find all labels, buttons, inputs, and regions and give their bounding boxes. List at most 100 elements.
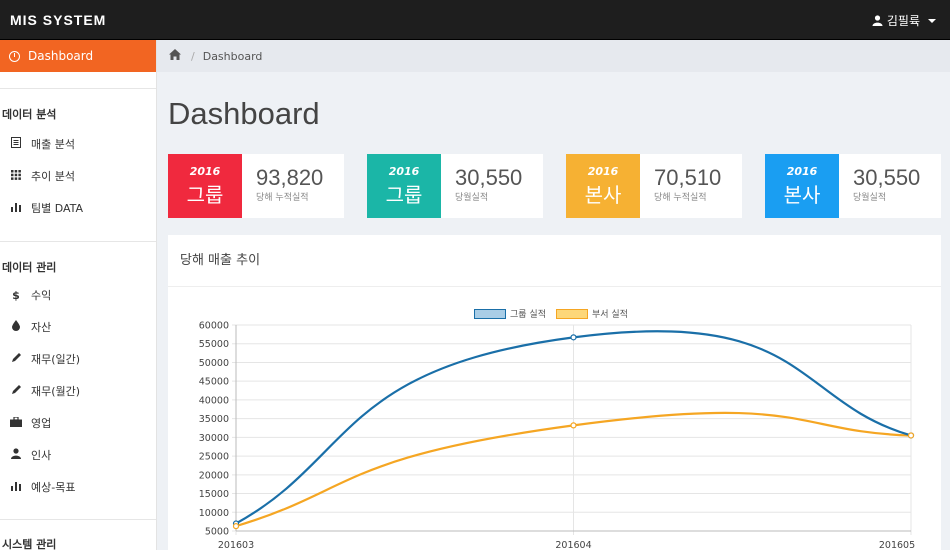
- stat-card: 2016 그룹 93,820 당해 누적실적: [168, 154, 344, 218]
- y-tick-label: 15000: [199, 489, 229, 500]
- chevron-down-icon: [928, 18, 936, 23]
- y-tick-label: 55000: [199, 339, 229, 350]
- stat-card-label: 당월실적: [455, 193, 489, 203]
- data-point: [570, 422, 577, 429]
- stat-card-badge: 2016 그룹: [367, 154, 441, 218]
- sidebar-item-label: 자산: [31, 321, 52, 334]
- sidebar-item-label: Dashboard: [28, 49, 94, 63]
- sidebar-item-assets[interactable]: 자산: [0, 311, 156, 343]
- sidebar-item-hr[interactable]: 인사: [0, 439, 156, 471]
- sidebar-item-label: 매출 분석: [31, 138, 75, 151]
- section-title-system: 시스템 관리: [2, 538, 57, 550]
- stat-card-label: 당해 누적실적: [654, 193, 707, 203]
- stat-card-name: 그룹: [385, 182, 423, 207]
- y-tick-label: 10000: [199, 508, 229, 519]
- stat-card-year: 2016: [189, 164, 221, 178]
- sidebar-item-trend-analysis[interactable]: 추이 분석: [0, 160, 156, 192]
- sidebar-item-revenue[interactable]: $ 수익: [0, 279, 156, 311]
- stat-card-value: 70,510: [654, 165, 722, 190]
- stat-card: 2016 본사 30,550 당월실적: [765, 154, 941, 218]
- data-point: [907, 432, 915, 439]
- breadcrumb-separator: /: [191, 49, 195, 63]
- sidebar-item-forecast-target[interactable]: 예상-목표: [0, 471, 156, 503]
- dollar-icon: $: [12, 288, 20, 302]
- stat-card-year: 2016: [587, 164, 619, 178]
- x-tick-label: 201604: [555, 540, 591, 550]
- home-icon[interactable]: [169, 49, 181, 63]
- drop-icon: [10, 320, 22, 334]
- sidebar-item-label: 수익: [31, 289, 52, 302]
- pencil-icon: [10, 384, 22, 398]
- stat-card-name: 그룹: [186, 182, 224, 207]
- stat-card-badge: 2016 그룹: [168, 154, 242, 218]
- sidebar-item-dashboard[interactable]: Dashboard: [0, 40, 156, 72]
- y-tick-label: 5000: [205, 527, 229, 538]
- sidebar-item-sales-analysis[interactable]: 매출 분석: [0, 128, 156, 160]
- sidebar: Dashboard 데이터 분석 매출 분석 추이 분석 팀별 DATA 데이터…: [0, 40, 157, 550]
- stat-card-value: 30,550: [455, 165, 523, 190]
- bar-chart-icon: [10, 481, 22, 494]
- stat-card-year: 2016: [388, 164, 420, 178]
- top-navbar: MIS SYSTEM 김필륙: [0, 0, 950, 40]
- sidebar-item-team-data[interactable]: 팀별 DATA: [0, 192, 156, 224]
- y-tick-label: 20000: [199, 470, 229, 481]
- stat-card-label: 당월실적: [853, 193, 887, 203]
- divider: [0, 88, 156, 89]
- brand-logo[interactable]: MIS SYSTEM: [10, 12, 107, 28]
- stat-card: 2016 그룹 30,550 당월실적: [367, 154, 543, 218]
- divider: [0, 241, 156, 242]
- legend-item[interactable]: 그룹 실적: [474, 307, 546, 320]
- stat-card-value: 93,820: [256, 165, 324, 190]
- stat-card-badge: 2016 본사: [566, 154, 640, 218]
- y-tick-label: 60000: [199, 321, 229, 332]
- pencil-icon: [10, 352, 22, 366]
- sidebar-item-label: 재무(일간): [31, 353, 81, 366]
- legend-label: 부서 실적: [591, 310, 628, 320]
- stat-card-year: 2016: [786, 164, 818, 178]
- chart-panel: 당해 매출 추이 그룹 실적 부서 실적 60000 55000 50000 4500…: [168, 235, 941, 550]
- sidebar-item-finance-daily[interactable]: 재무(일간): [0, 343, 156, 375]
- legend-swatch: [555, 308, 588, 319]
- sidebar-item-label: 추이 분석: [31, 170, 75, 183]
- sidebar-item-label: 예상-목표: [31, 481, 76, 494]
- stat-card-name: 본사: [584, 182, 622, 207]
- user-icon: [10, 448, 22, 462]
- user-menu[interactable]: 김필륙: [872, 12, 936, 29]
- sidebar-item-label: 영업: [31, 417, 52, 430]
- document-icon: [10, 137, 22, 151]
- section-title-management: 데이터 관리: [2, 261, 57, 274]
- y-tick-label: 35000: [199, 414, 229, 425]
- stat-card-badge: 2016 본사: [765, 154, 839, 218]
- chart-panel-title: 당해 매출 추이: [168, 235, 941, 287]
- legend-swatch: [474, 308, 506, 319]
- breadcrumb-current: Dashboard: [202, 49, 263, 63]
- sidebar-item-finance-monthly[interactable]: 재무(월간): [0, 375, 156, 407]
- y-tick-label: 45000: [199, 377, 229, 388]
- sidebar-item-label: 팀별 DATA: [31, 202, 84, 215]
- stat-card-value: 30,550: [853, 165, 921, 190]
- section-title-analysis: 데이터 분석: [2, 108, 57, 121]
- sidebar-item-label: 인사: [31, 449, 52, 462]
- grid-icon: [10, 169, 22, 183]
- data-point: [570, 334, 577, 341]
- y-tick-label: 40000: [199, 395, 229, 406]
- bar-chart-icon: [10, 202, 22, 215]
- y-tick-label: 25000: [199, 452, 229, 463]
- legend-item[interactable]: 부서 실적: [555, 307, 628, 320]
- breadcrumb: / Dashboard: [157, 40, 950, 72]
- chart-legend: 그룹 실적 부서 실적: [474, 307, 628, 320]
- y-tick-label: 50000: [199, 358, 229, 369]
- x-tick-label: 201605: [879, 540, 915, 550]
- stat-card-name: 본사: [783, 182, 821, 207]
- clock-icon: [9, 50, 20, 62]
- legend-label: 그룹 실적: [510, 310, 546, 320]
- data-point: [232, 523, 240, 530]
- stat-card-label: 당해 누적실적: [256, 193, 309, 203]
- briefcase-icon: [10, 415, 22, 430]
- divider: [0, 519, 156, 520]
- user-name: 김필륙: [886, 14, 920, 28]
- user-icon: [872, 15, 883, 26]
- sidebar-item-sales[interactable]: 영업: [0, 407, 156, 439]
- line-chart: 60000 55000 50000 45000 40000 35000 30000 25000…: [199, 321, 915, 550]
- sidebar-item-label: 재무(월간): [31, 385, 81, 398]
